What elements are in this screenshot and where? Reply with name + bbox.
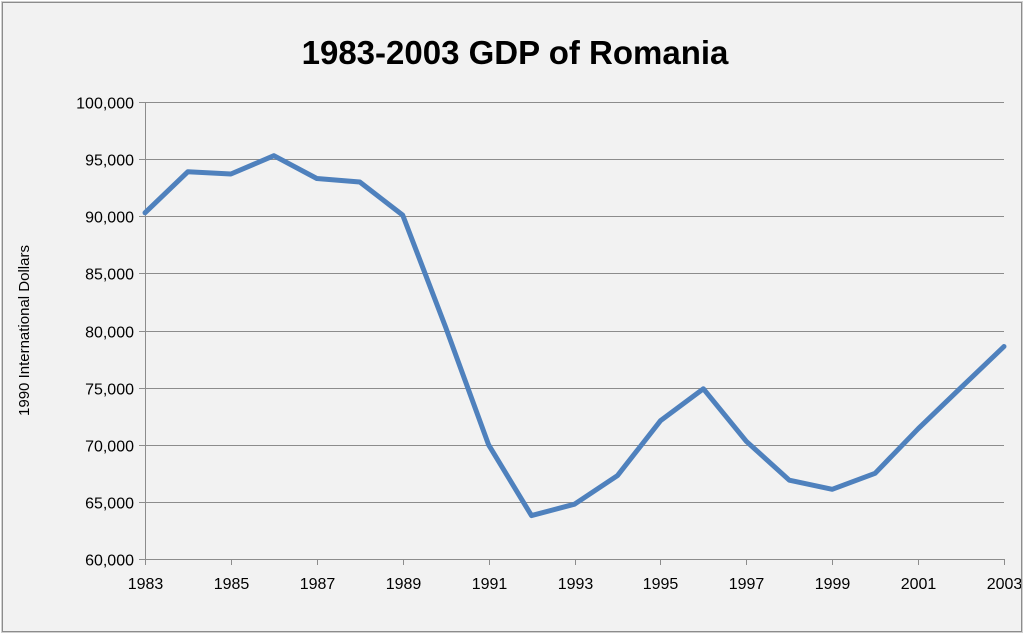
x-tick-label: 1987 — [300, 576, 336, 593]
y-tick-label: 100,000 — [76, 96, 134, 113]
x-tick-label: 2001 — [901, 576, 937, 593]
line-chart: 1983-2003 GDP of Romania 60,000 65,000 70,… — [16, 34, 1021, 594]
y-tick-label: 60,000 — [85, 553, 134, 570]
series-layer — [142, 153, 1007, 519]
y-axis-title: 1990 International Dollars — [16, 245, 33, 416]
x-tick-label: 1995 — [643, 576, 679, 593]
label-layer: 60,000 65,000 70,000 75,000 80,000 85,000 90,0… — [16, 96, 1021, 594]
series-line — [142, 153, 1007, 519]
x-tick-label: 1997 — [729, 576, 765, 593]
x-tick-label: 1983 — [128, 576, 164, 593]
x-tick-label: 1993 — [558, 576, 594, 593]
x-tick-label: 2003 — [987, 576, 1021, 593]
grid-layer — [145, 102, 1004, 560]
chart-title: 1983-2003 GDP of Romania — [302, 34, 729, 71]
y-tick-label: 90,000 — [85, 210, 134, 227]
x-tick-label: 1989 — [386, 576, 422, 593]
x-tick-label: 1991 — [472, 576, 508, 593]
y-tick-label: 80,000 — [85, 325, 134, 342]
axis-layer — [139, 102, 1005, 565]
x-tick-label: 1999 — [815, 576, 851, 593]
y-tick-label: 70,000 — [85, 439, 134, 456]
y-tick-label: 65,000 — [85, 496, 134, 513]
y-tick-label: 75,000 — [85, 382, 134, 399]
y-tick-label: 95,000 — [85, 153, 134, 170]
y-tick-label: 85,000 — [85, 267, 134, 284]
x-tick-label: 1985 — [214, 576, 250, 593]
